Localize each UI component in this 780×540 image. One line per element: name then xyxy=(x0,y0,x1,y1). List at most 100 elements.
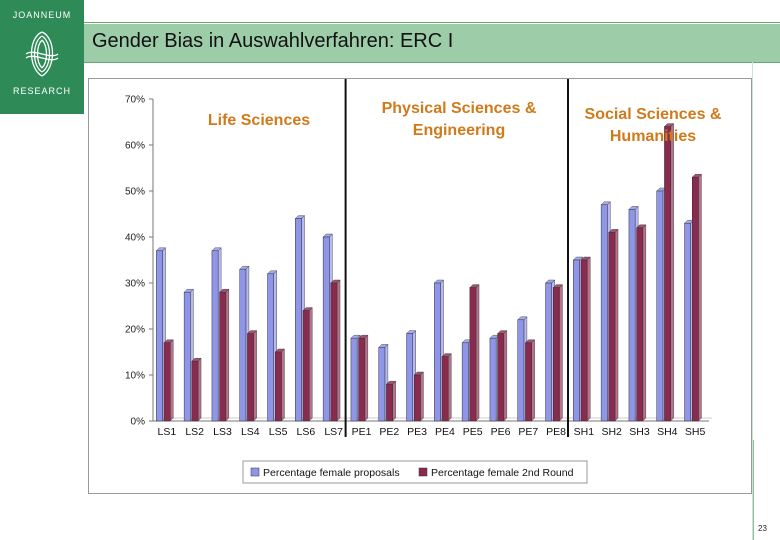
page-number: 23 xyxy=(758,524,767,533)
right-rule xyxy=(752,62,753,540)
joanneum-research-logo: JOANNEUM RESEARCH xyxy=(0,0,84,114)
bar-female-2nd-round-side xyxy=(670,123,674,422)
bar-female-proposals xyxy=(350,337,358,422)
bar-female-proposals xyxy=(322,236,330,422)
x-tick-label: LS4 xyxy=(241,426,260,438)
bar-female-proposals xyxy=(406,333,413,422)
y-tick-label: 50% xyxy=(125,187,145,198)
bar-female-2nd-round-side xyxy=(587,256,591,422)
bar-female-2nd-round-side xyxy=(642,224,647,422)
bar-female-2nd-round xyxy=(330,282,338,422)
bar-female-2nd-round-side xyxy=(225,288,230,422)
bar-female-2nd-round xyxy=(497,333,505,422)
x-tick-label: LS6 xyxy=(297,426,316,438)
logo-top-text: JOANNEUM xyxy=(12,10,72,20)
bar-female-2nd-round xyxy=(441,356,449,422)
bar-female-proposals xyxy=(628,209,636,422)
bar-female-proposals xyxy=(573,259,580,422)
bar-female-2nd-round xyxy=(608,232,616,422)
bar-female-2nd-round xyxy=(691,176,699,422)
legend-label: Percentage female 2nd Round xyxy=(431,467,574,479)
x-tick-label: LS3 xyxy=(213,426,232,438)
section-label: Engineering xyxy=(413,122,505,139)
bar-female-2nd-round xyxy=(219,291,227,422)
section-label: Life Sciences xyxy=(208,112,310,129)
legend-swatch-2nd-round xyxy=(418,467,428,477)
x-tick-label: LS7 xyxy=(324,426,343,438)
bar-female-2nd-round xyxy=(469,287,477,422)
bar-female-2nd-round-side xyxy=(336,279,341,422)
bar-female-2nd-round-side xyxy=(420,371,424,422)
x-tick-label: SH1 xyxy=(574,426,595,438)
bar-female-2nd-round xyxy=(302,310,310,422)
x-tick-label: SH4 xyxy=(657,426,678,438)
section-label: Social Sciences & xyxy=(585,106,722,123)
bar-female-2nd-round-side xyxy=(475,284,480,422)
bar-female-proposals xyxy=(211,250,219,422)
bar-female-2nd-round-side xyxy=(448,353,452,422)
bar-female-2nd-round-side xyxy=(614,228,619,422)
bar-female-proposals xyxy=(489,337,497,422)
bar-female-2nd-round-side xyxy=(364,334,369,422)
legend-label: Percentage female proposals xyxy=(263,467,400,479)
y-tick-label: 30% xyxy=(125,279,145,290)
x-tick-label: PE5 xyxy=(463,426,483,438)
bar-female-2nd-round xyxy=(552,287,560,422)
bar-female-2nd-round xyxy=(191,360,199,422)
bar-female-proposals xyxy=(267,273,274,422)
logo-bottom-text: RESEARCH xyxy=(12,86,71,96)
bar-female-2nd-round-side xyxy=(253,330,257,422)
side-panel xyxy=(753,440,780,540)
bar-female-proposals xyxy=(656,190,664,422)
x-tick-label: PE8 xyxy=(546,426,566,438)
legend-swatch-proposals xyxy=(250,467,260,477)
bar-female-proposals xyxy=(600,204,608,422)
bar-female-2nd-round xyxy=(636,227,644,422)
bar-female-2nd-round xyxy=(664,126,671,422)
bar-female-proposals xyxy=(434,282,441,422)
x-tick-label: PE4 xyxy=(435,426,455,438)
bar-female-2nd-round-side xyxy=(698,173,702,422)
chart-frame: 0% 10% 20% 30% 40% 50% 60% 70% LS1 LS2 LS3 LS4 LS5 LS… xyxy=(88,78,752,494)
x-tick-label: PE1 xyxy=(352,426,372,438)
x-tick-label: PE3 xyxy=(407,426,427,438)
x-tick-label: SH3 xyxy=(629,426,650,438)
title-bar: Gender Bias in Auswahlverfahren: ERC I xyxy=(84,24,780,63)
bar-female-2nd-round xyxy=(358,337,366,422)
x-tick-label: PE7 xyxy=(518,426,538,438)
legend-box xyxy=(242,460,588,484)
bar-female-proposals xyxy=(461,342,469,422)
bar-female-2nd-round-side xyxy=(531,339,535,422)
x-tick-label: PE2 xyxy=(379,426,399,438)
section-label: Humanities xyxy=(610,128,696,145)
bar-female-2nd-round-side xyxy=(559,284,563,422)
bar-female-2nd-round-side xyxy=(281,348,285,422)
x-tick-label: SH5 xyxy=(685,426,706,438)
bar-female-proposals xyxy=(156,250,163,422)
x-tick-label: LS5 xyxy=(269,426,288,438)
x-tick-label: PE6 xyxy=(491,426,511,438)
bar-female-proposals xyxy=(183,291,191,422)
bar-female-proposals xyxy=(239,268,247,422)
y-tick-label: 70% xyxy=(125,95,145,106)
bar-female-2nd-round xyxy=(580,259,588,422)
bar-female-2nd-round-side xyxy=(503,330,508,422)
x-tick-label: SH2 xyxy=(601,426,622,438)
y-tick-label: 60% xyxy=(125,141,145,152)
bar-female-2nd-round-side xyxy=(392,380,396,422)
logo-swirl-icon xyxy=(25,31,59,77)
bar-chart: 0% 10% 20% 30% 40% 50% 60% 70% LS1 LS2 LS3 LS4 LS5 LS… xyxy=(125,79,722,484)
y-tick-label: 0% xyxy=(131,417,146,428)
bar-female-proposals xyxy=(545,282,552,422)
y-tick-label: 10% xyxy=(125,371,145,382)
bar-female-2nd-round-side xyxy=(309,307,313,422)
bar-female-2nd-round xyxy=(163,342,171,422)
bar-female-2nd-round xyxy=(274,351,282,422)
section-label: Physical Sciences & xyxy=(382,100,537,117)
bar-female-2nd-round xyxy=(247,333,254,422)
bar-female-2nd-round-side xyxy=(197,357,202,422)
page-title: Gender Bias in Auswahlverfahren: ERC I xyxy=(92,30,454,52)
bar-female-2nd-round xyxy=(525,342,532,422)
header-top-rule xyxy=(84,22,780,23)
x-tick-label: LS1 xyxy=(158,426,177,438)
